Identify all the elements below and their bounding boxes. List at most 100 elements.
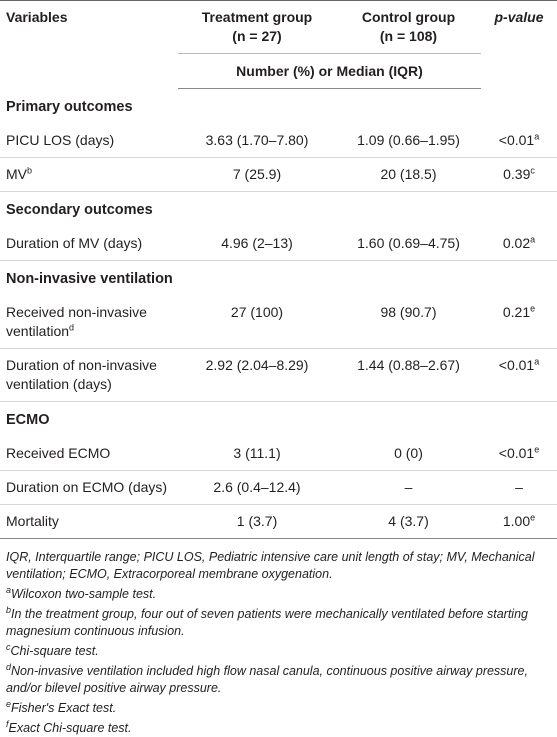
p-text: 0.39 (503, 166, 531, 182)
footnote-mark: d (6, 661, 12, 672)
p-value: 1.00e (481, 504, 557, 539)
control-value: 20 (18.5) (336, 157, 481, 192)
data-row: MVb 7 (25.9) 20 (18.5) 0.39c (0, 157, 557, 192)
footnote-text: IQR, Interquartile range; PICU LOS, Pedi… (6, 550, 535, 581)
footnote-mark: a (534, 131, 540, 142)
p-text: 0.02 (502, 235, 531, 251)
footnote: dNon-invasive ventilation included high … (6, 661, 551, 697)
section-title: Secondary outcomes (6, 202, 153, 218)
footnote-text: Non-invasive ventilation included high f… (6, 664, 528, 695)
treatment-value: 7 (25.9) (178, 157, 336, 192)
footnote-text: Wilcoxon two-sample test. (11, 587, 157, 601)
p-text: <0.01 (498, 132, 535, 148)
section-title: ECMO (6, 412, 50, 428)
header-line: Treatment group (201, 9, 313, 25)
p-value: <0.01a (481, 124, 557, 158)
data-row: Received ECMO 3 (11.1) 0 (0) <0.01e (0, 437, 557, 471)
footnote: bIn the treatment group, four out of sev… (6, 604, 551, 640)
treatment-value: 27 (100) (178, 296, 336, 349)
control-value: 0 (0) (336, 437, 481, 471)
row-label: Duration of MV (days) (0, 227, 178, 261)
control-value: 1.09 (0.66–1.95) (336, 124, 481, 158)
table-body: Primary outcomes PICU LOS (days) 3.63 (1.7… (0, 89, 557, 539)
p-text: <0.01 (498, 445, 535, 461)
footnote: IQR, Interquartile range; PICU LOS, Pedi… (6, 549, 551, 583)
p-value: 0.21e (481, 296, 557, 349)
footnote: fExact Chi-square test. (6, 718, 551, 737)
footnote: aWilcoxon two-sample test. (6, 584, 551, 603)
footnote-mark: b (6, 604, 12, 615)
footnote-text: Fisher's Exact test. (11, 701, 117, 715)
p-value: 0.39c (481, 157, 557, 192)
footnote-mark: c (6, 641, 11, 652)
data-row: Duration of MV (days) 4.96 (2–13) 1.60 (0.… (0, 227, 557, 261)
subheader: Number (%) or Median (IQR) (178, 53, 481, 89)
row-label: Received ECMO (0, 437, 178, 471)
treatment-value: 3 (11.1) (178, 437, 336, 471)
footnotes: IQR, Interquartile range; PICU LOS, Pedi… (0, 539, 557, 737)
section-title: Non-invasive ventilation (6, 271, 173, 287)
treatment-value: 2.92 (2.04–8.29) (178, 348, 336, 402)
p-value: <0.01e (481, 437, 557, 471)
data-row: PICU LOS (days) 3.63 (1.70–7.80) 1.09 (0.6… (0, 124, 557, 158)
p-value: – (481, 470, 557, 505)
control-value: 1.44 (0.88–2.67) (336, 348, 481, 402)
section-row: Secondary outcomes (0, 192, 557, 228)
header-line: (n = 108) (379, 28, 438, 44)
header-p-value: p-value (481, 0, 557, 89)
footnote-mark: a (534, 356, 540, 367)
label-text: Duration on ECMO (days) (6, 479, 168, 495)
treatment-value: 2.6 (0.4–12.4) (178, 470, 336, 505)
footnote-mark: f (6, 718, 9, 729)
row-label: Mortality (0, 504, 178, 539)
footnote: cChi-square test. (6, 641, 551, 660)
row-label: Duration on ECMO (days) (0, 470, 178, 505)
results-table: Variables Treatment group (n = 27) Contro… (0, 0, 557, 539)
footnote-mark: b (27, 165, 33, 176)
footnote-mark: e (534, 444, 540, 455)
footnote-mark: a (6, 584, 12, 595)
footnote-mark: e (530, 303, 536, 314)
footnote-mark: e (6, 698, 12, 709)
header-line: (n = 27) (232, 28, 282, 44)
label-text: Duration of non-invasive ventilation (da… (6, 357, 157, 392)
treatment-value: 1 (3.7) (178, 504, 336, 539)
footnote-text: Exact Chi-square test. (8, 721, 132, 735)
section-row: Primary outcomes (0, 89, 557, 125)
header-variables: Variables (0, 0, 178, 89)
header-line: Control group (361, 9, 456, 25)
control-value: – (336, 470, 481, 505)
control-value: 98 (90.7) (336, 296, 481, 349)
label-text: Received ECMO (6, 445, 111, 461)
row-label: PICU LOS (days) (0, 124, 178, 158)
p-text: 0.21 (502, 304, 531, 320)
footnote-mark: a (530, 234, 536, 245)
footnote-mark: e (530, 512, 536, 523)
control-value: 4 (3.7) (336, 504, 481, 539)
label-text: PICU LOS (days) (6, 132, 115, 148)
data-row: Mortality 1 (3.7) 4 (3.7) 1.00e (0, 504, 557, 539)
data-row: Received non-invasive ventilationd 27 (10… (0, 296, 557, 349)
p-value: 0.02a (481, 227, 557, 261)
footnote-text: Chi-square test. (10, 644, 99, 658)
label-text: Duration of MV (days) (6, 235, 143, 251)
header-control: Control group (n = 108) (336, 0, 481, 54)
p-value: <0.01a (481, 348, 557, 402)
row-label: MVb (0, 157, 178, 192)
footnote-text: In the treatment group, four out of seve… (6, 607, 528, 638)
control-value: 1.60 (0.69–4.75) (336, 227, 481, 261)
label-text: Received non-invasive ventilation (6, 304, 147, 339)
treatment-value: 3.63 (1.70–7.80) (178, 124, 336, 158)
treatment-value: 4.96 (2–13) (178, 227, 336, 261)
footnote: eFisher's Exact test. (6, 698, 551, 717)
footnote-mark: d (69, 322, 75, 333)
row-label: Received non-invasive ventilationd (0, 296, 178, 349)
label-text: Mortality (6, 513, 59, 529)
p-text: 1.00 (502, 513, 531, 529)
p-text: <0.01 (498, 357, 535, 373)
header-treatment: Treatment group (n = 27) (178, 0, 336, 54)
section-row: Non-invasive ventilation (0, 261, 557, 297)
section-title: Primary outcomes (6, 99, 133, 115)
footnote-mark: c (530, 165, 535, 176)
